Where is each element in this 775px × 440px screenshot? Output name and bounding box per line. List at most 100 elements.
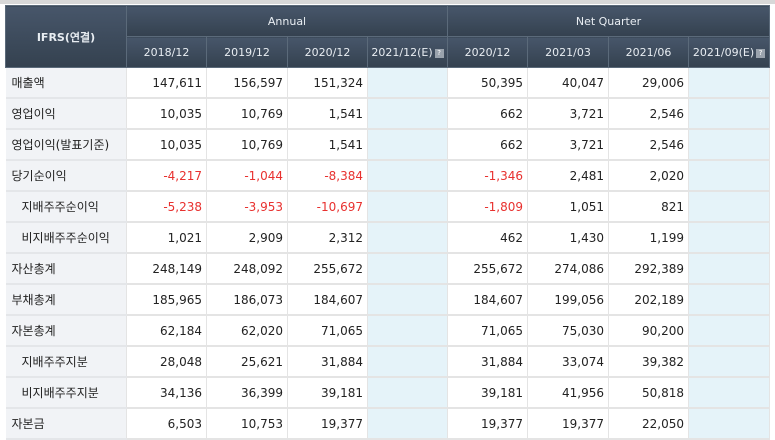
- value-cell: 248,092: [206, 253, 288, 285]
- table-row: 자본총계 62,184 62,020 71,065 71,065 75,030 90,200: [5, 315, 770, 347]
- value-cell: -1,809: [447, 191, 528, 223]
- value-cell: 75,030: [527, 315, 609, 347]
- value-cell: 2,481: [527, 160, 609, 192]
- value-cell: 22,050: [608, 408, 689, 440]
- period-label: 2021/03: [545, 45, 591, 59]
- value-cell: 31,884: [447, 346, 528, 378]
- value-cell: 248,149: [126, 253, 207, 285]
- value-cell: [367, 346, 448, 378]
- value-cell: 19,377: [527, 408, 609, 440]
- value-cell: 2,546: [608, 129, 689, 161]
- value-cell: 50,395: [447, 67, 528, 99]
- value-cell: 36,399: [206, 377, 288, 409]
- value-cell: 90,200: [608, 315, 689, 347]
- value-cell: 29,006: [608, 67, 689, 99]
- row-label: 영업이익: [5, 98, 127, 130]
- row-label: 자본총계: [5, 315, 127, 347]
- table-row: 매출액 147,611 156,597 151,324 50,395 40,047 29,0…: [5, 67, 770, 99]
- value-cell: -5,238: [126, 191, 207, 223]
- value-cell: [367, 160, 448, 192]
- value-cell: 6,503: [126, 408, 207, 440]
- period-header: 2021/03: [527, 36, 609, 68]
- ifrs-header: IFRS(연결): [5, 5, 127, 68]
- value-cell: 10,035: [126, 129, 207, 161]
- value-cell: 662: [447, 129, 528, 161]
- table-row: 부채총계 185,965 186,073 184,607 184,607 199,056 2…: [5, 284, 770, 316]
- value-cell: 33,074: [527, 346, 609, 378]
- value-cell: [688, 284, 770, 316]
- value-cell: [688, 191, 770, 223]
- value-cell: 186,073: [206, 284, 288, 316]
- row-label: 지배주주지분: [5, 346, 127, 378]
- value-cell: [367, 98, 448, 130]
- value-cell: 39,181: [287, 377, 368, 409]
- period-label: 2018/12: [143, 45, 190, 59]
- period-label: 2021/06: [625, 45, 672, 59]
- value-cell: 1,021: [126, 222, 207, 254]
- value-cell: -10,697: [287, 191, 368, 223]
- value-cell: [367, 315, 448, 347]
- period-label: 2021/09(E): [692, 45, 755, 59]
- value-cell: [688, 315, 770, 347]
- value-cell: 19,377: [287, 408, 368, 440]
- table-row: 지배주주순이익 -5,238 -3,953 -10,697 -1,809 1,051 821: [5, 191, 770, 223]
- table-row: 자산총계 248,149 248,092 255,672 255,672 274,086 2…: [5, 253, 770, 285]
- period-label: 2019/12: [224, 45, 270, 59]
- value-cell: [367, 67, 448, 99]
- table-row: 비지배주주지분 34,136 36,399 39,181 39,181 41,956 50,…: [5, 377, 770, 409]
- help-question-icon[interactable]: ?: [756, 48, 766, 58]
- row-label: 지배주주순이익: [5, 191, 127, 223]
- value-cell: 147,611: [126, 67, 207, 99]
- value-cell: 71,065: [447, 315, 528, 347]
- value-cell: 39,181: [447, 377, 528, 409]
- row-label: 자본금: [5, 408, 127, 440]
- net-quarter-header: Net Quarter: [447, 5, 770, 37]
- value-cell: 25,621: [206, 346, 288, 378]
- period-header: 2020/12: [447, 36, 528, 68]
- row-label: 당기순이익: [5, 160, 127, 192]
- value-cell: 156,597: [206, 67, 288, 99]
- value-cell: 2,546: [608, 98, 689, 130]
- table-row: 비지배주주순이익 1,021 2,909 2,312 462 1,430 1,199: [5, 222, 770, 254]
- table-row: 영업이익 10,035 10,769 1,541 662 3,721 2,546: [5, 98, 770, 130]
- value-cell: -3,953: [206, 191, 288, 223]
- value-cell: 274,086: [527, 253, 609, 285]
- value-cell: 41,956: [527, 377, 609, 409]
- value-cell: [367, 191, 448, 223]
- period-header: 2018/12: [126, 36, 207, 68]
- value-cell: [688, 222, 770, 254]
- row-label: 부채총계: [5, 284, 127, 316]
- value-cell: 185,965: [126, 284, 207, 316]
- value-cell: 1,051: [527, 191, 609, 223]
- value-cell: [367, 222, 448, 254]
- value-cell: 1,199: [608, 222, 689, 254]
- value-cell: 31,884: [287, 346, 368, 378]
- value-cell: 3,721: [527, 129, 609, 161]
- value-cell: [367, 253, 448, 285]
- value-cell: [688, 346, 770, 378]
- value-cell: 10,035: [126, 98, 207, 130]
- row-label: 비지배주주지분: [5, 377, 127, 409]
- value-cell: 184,607: [447, 284, 528, 316]
- value-cell: [688, 377, 770, 409]
- table-row: 자본금 6,503 10,753 19,377 19,377 19,377 22,050: [5, 408, 770, 440]
- value-cell: [688, 253, 770, 285]
- value-cell: [688, 129, 770, 161]
- row-label: 영업이익(발표기준): [5, 129, 127, 161]
- value-cell: [688, 160, 770, 192]
- value-cell: 462: [447, 222, 528, 254]
- value-cell: 662: [447, 98, 528, 130]
- value-cell: [367, 377, 448, 409]
- value-cell: 199,056: [527, 284, 609, 316]
- value-cell: 62,184: [126, 315, 207, 347]
- row-label: 비지배주주순이익: [5, 222, 127, 254]
- value-cell: -1,044: [206, 160, 288, 192]
- value-cell: 40,047: [527, 67, 609, 99]
- row-label: 자산총계: [5, 253, 127, 285]
- value-cell: -8,384: [287, 160, 368, 192]
- value-cell: [688, 67, 770, 99]
- value-cell: 50,818: [608, 377, 689, 409]
- help-question-icon[interactable]: ?: [434, 48, 444, 58]
- period-label: 2020/12: [304, 45, 351, 59]
- value-cell: [367, 129, 448, 161]
